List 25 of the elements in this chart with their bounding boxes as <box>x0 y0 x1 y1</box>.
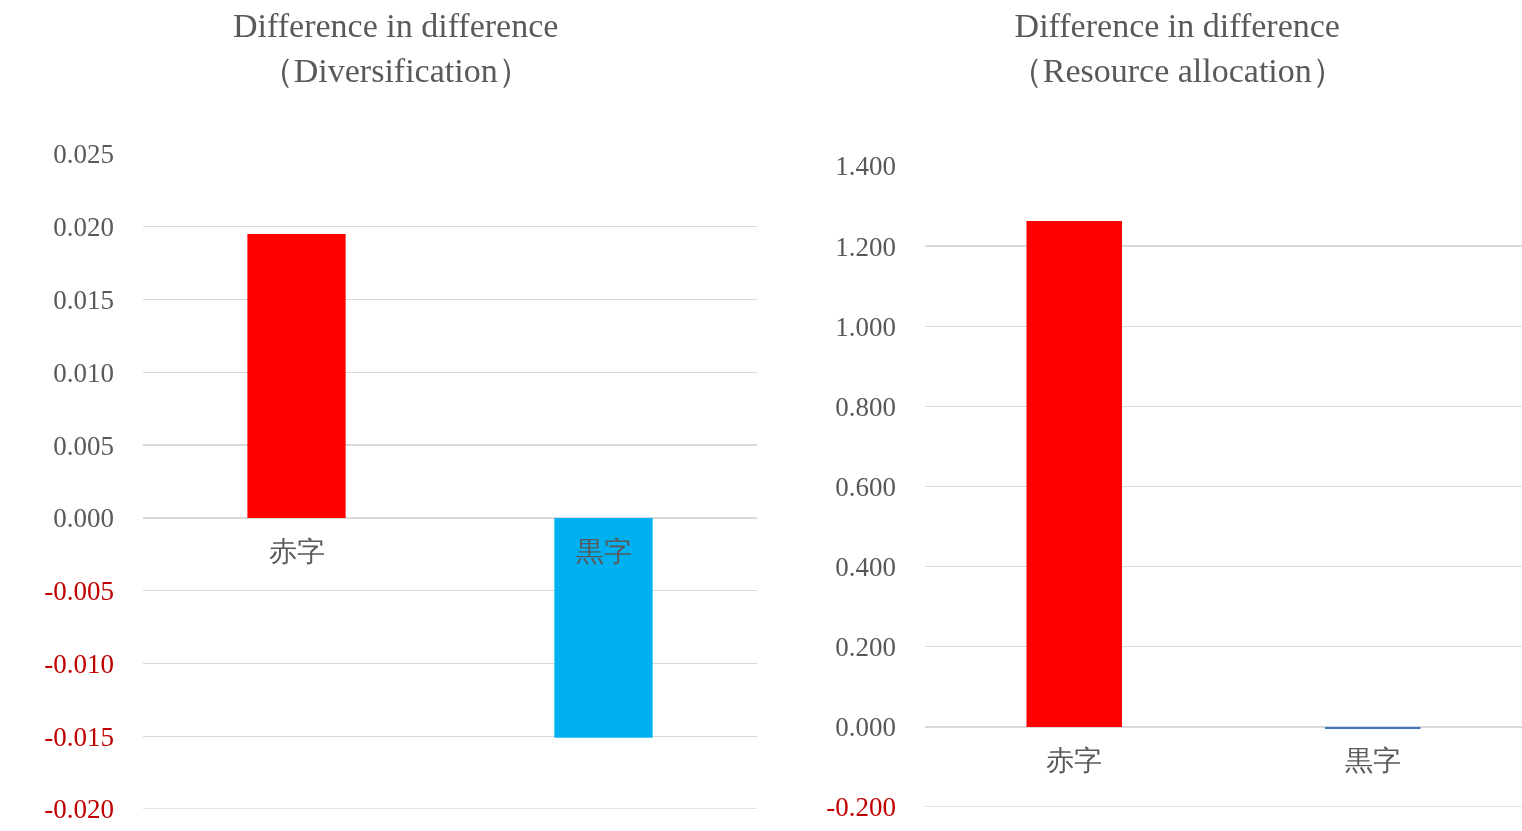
x-tick-label: 赤字 <box>268 534 325 568</box>
y-tick-label: 0.000 <box>835 712 896 743</box>
y-tick-label: 0.800 <box>835 391 896 422</box>
y-tick-label: -0.015 <box>44 721 114 752</box>
y-tick-label: -0.010 <box>44 648 114 679</box>
y-tick-label: -0.200 <box>826 792 896 823</box>
y-tick-label: 0.015 <box>53 285 114 316</box>
y-tick-label: 0.020 <box>53 212 114 243</box>
y-tick-label: -0.005 <box>44 576 114 607</box>
x-tick-label: 黒字 <box>1344 743 1401 777</box>
y-tick-label: 0.010 <box>53 357 114 388</box>
y-tick-label: 1.000 <box>835 311 896 342</box>
y-tick-label: 0.600 <box>835 471 896 502</box>
y-tick-label: 0.005 <box>53 430 114 461</box>
x-tick-label: 黒字 <box>575 534 632 568</box>
chart-title: Difference in difference （Resource allocation） <box>1008 7 1346 89</box>
y-tick-label: 0.400 <box>835 552 896 583</box>
y-tick-label: -0.020 <box>44 794 114 825</box>
x-tick-label: 赤字 <box>1046 743 1103 777</box>
y-tick-label: 1.400 <box>835 151 896 182</box>
chart-title: Difference in difference （Diversification） <box>233 7 559 89</box>
y-tick-label: 0.000 <box>53 503 114 534</box>
y-tick-label: 1.200 <box>835 231 896 262</box>
y-tick-label: 0.025 <box>53 139 114 170</box>
y-tick-label: 0.200 <box>835 632 896 663</box>
